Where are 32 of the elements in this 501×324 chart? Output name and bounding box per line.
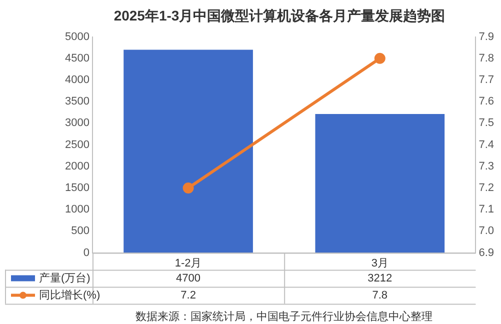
y2-tick-label: 7.3 — [478, 160, 494, 172]
source-note: 数据来源：国家统计局，中国电子元件行业协会信息中心整理 — [136, 310, 433, 323]
y-tick-label: 3500 — [64, 96, 90, 108]
chart-title: 2025年1-3月中国微型计算机设备各月产量发展趋势图 — [114, 7, 446, 24]
x-tick-label: 3月 — [371, 257, 388, 270]
y2-tick-label: 7.2 — [478, 182, 494, 194]
data-label: 4700 — [176, 272, 201, 284]
y2-tick-label: 7.9 — [478, 30, 494, 43]
legend-label: 同比增长(%) — [39, 288, 100, 302]
legend-label: 产量(万台) — [39, 271, 90, 284]
y2-tick-label: 7.4 — [478, 138, 494, 151]
data-label: 3212 — [368, 272, 392, 284]
y-tick-label: 1500 — [64, 182, 90, 194]
y-tick-label: 2500 — [64, 138, 90, 151]
y-tick-label: 4500 — [64, 52, 90, 64]
y2-tick-label: 7.7 — [478, 74, 494, 86]
y2-tick-label: 7.0 — [478, 225, 494, 238]
y-tick-label: 1000 — [64, 204, 90, 216]
y2-tick-label: 7.8 — [478, 52, 494, 64]
y-tick-label: 4000 — [64, 74, 90, 86]
y-tick-label: 2000 — [64, 160, 90, 172]
y-tick-label: 3000 — [64, 117, 90, 130]
y2-tick-label: 6.9 — [478, 246, 494, 259]
y2-tick-label: 7.6 — [478, 96, 494, 108]
data-label: 7.8 — [372, 289, 388, 302]
y-tick-label: 5000 — [64, 30, 90, 43]
y2-tick-label: 7.5 — [478, 117, 494, 130]
data-label: 7.2 — [180, 289, 196, 302]
x-tick-label: 1-2月 — [174, 257, 202, 270]
y2-tick-label: 7.1 — [478, 204, 494, 216]
y-tick-label: 500 — [71, 225, 90, 238]
y-tick-label: 0 — [83, 246, 90, 259]
